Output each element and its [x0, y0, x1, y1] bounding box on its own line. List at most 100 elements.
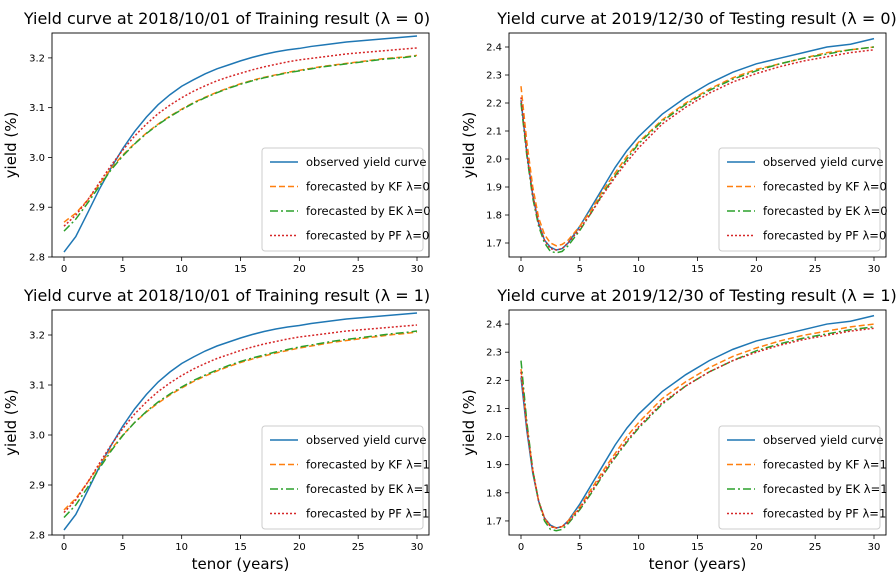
- legend-entry: forecasted by EK λ=0: [763, 204, 888, 218]
- x-tick-label: 25: [352, 264, 365, 275]
- x-tick-label: 10: [632, 264, 645, 275]
- x-tick-label: 30: [411, 264, 424, 275]
- y-tick-label: 2.9: [29, 203, 45, 214]
- y-axis-label: yield (%): [2, 389, 20, 456]
- legend-entry: forecasted by PF λ=1: [306, 507, 429, 521]
- x-tick-label: 20: [750, 264, 763, 275]
- y-tick-label: 2.2: [486, 376, 502, 387]
- legend-entry: forecasted by EK λ=1: [763, 482, 888, 496]
- y-tick-label: 2.0: [486, 432, 502, 443]
- y-tick-label: 2.1: [486, 404, 502, 415]
- series-line-3: [63, 55, 418, 232]
- y-tick-label: 3.2: [29, 53, 45, 64]
- y-tick-label: 1.8: [486, 488, 502, 499]
- y-tick-label: 2.1: [486, 127, 502, 138]
- series-line-3: [520, 46, 875, 254]
- y-axis-label: yield (%): [460, 112, 478, 179]
- series-line-4: [520, 327, 875, 529]
- legend: observed yield curve forecasted by KF λ=0…: [261, 147, 431, 252]
- y-tick-label: 2.8: [29, 531, 45, 542]
- legend-entry: forecasted by KF λ=1: [306, 458, 430, 472]
- x-tick-label: 25: [809, 264, 822, 275]
- y-tick-label: 3.0: [29, 153, 45, 164]
- legend: observed yield curve forecasted by KF λ=1…: [718, 425, 888, 530]
- x-tick-label: 20: [750, 542, 763, 553]
- x-tick-label: 5: [577, 542, 583, 553]
- x-tick-label: 10: [632, 542, 645, 553]
- legend: observed yield curve forecasted by KF λ=1…: [261, 425, 431, 530]
- x-tick-label: 0: [61, 542, 67, 553]
- chart-title: Yield curve at 2018/10/01 of Training re…: [23, 9, 430, 28]
- legend-entry: forecasted by PF λ=1: [763, 507, 886, 521]
- x-tick-label: 20: [293, 264, 306, 275]
- legend-entry: forecasted by KF λ=0: [306, 180, 430, 194]
- legend-entry: forecasted by PF λ=0: [306, 229, 429, 243]
- series-line-1: [63, 312, 418, 531]
- y-tick-label: 2.0: [486, 155, 502, 166]
- x-tick-label: 15: [234, 542, 247, 553]
- series-line-1: [63, 35, 418, 253]
- x-tick-label: 5: [120, 542, 126, 553]
- legend-box: [261, 425, 424, 530]
- x-tick-label: 0: [518, 542, 524, 553]
- y-axis-label: yield (%): [2, 112, 20, 179]
- y-tick-label: 3.1: [29, 381, 45, 392]
- legend-box: [261, 147, 424, 252]
- chart-panel-3: Yield curve at 2018/10/01 of Training re…: [2, 286, 431, 573]
- series-line-2: [520, 323, 875, 529]
- y-tick-label: 1.8: [486, 211, 502, 222]
- x-tick-label: 25: [809, 542, 822, 553]
- x-tick-label: 30: [868, 264, 881, 275]
- series-line-2: [520, 46, 875, 247]
- y-tick-label: 1.7: [486, 516, 502, 527]
- y-tick-label: 3.1: [29, 103, 45, 114]
- x-tick-label: 30: [868, 542, 881, 553]
- legend-entry: forecasted by EK λ=0: [306, 204, 431, 218]
- series-line-4: [520, 49, 875, 251]
- y-tick-label: 2.4: [486, 320, 502, 331]
- legend-entry: forecasted by KF λ=1: [763, 458, 887, 472]
- y-tick-label: 3.0: [29, 431, 45, 442]
- chart-panel-2: Yield curve at 2019/12/30 of Testing res…: [460, 9, 896, 275]
- legend-box: [718, 147, 881, 252]
- legend: observed yield curve forecasted by KF λ=0…: [718, 147, 888, 252]
- y-tick-label: 1.7: [486, 239, 502, 250]
- legend-entry: observed yield curve: [763, 433, 883, 447]
- chart-panel-1: Yield curve at 2018/10/01 of Training re…: [2, 9, 431, 275]
- chart-title: Yield curve at 2019/12/30 of Testing res…: [496, 286, 896, 305]
- y-tick-label: 2.4: [486, 43, 502, 54]
- legend-entry: forecasted by PF λ=0: [763, 229, 886, 243]
- y-tick-label: 2.9: [29, 481, 45, 492]
- x-tick-label: 5: [120, 264, 126, 275]
- x-tick-label: 20: [293, 542, 306, 553]
- y-tick-label: 2.2: [486, 99, 502, 110]
- x-tick-label: 30: [411, 542, 424, 553]
- x-tick-label: 0: [518, 264, 524, 275]
- chart-title: Yield curve at 2018/10/01 of Training re…: [23, 286, 430, 305]
- series-line-4: [63, 47, 418, 227]
- x-tick-label: 5: [577, 264, 583, 275]
- x-tick-label: 10: [175, 264, 188, 275]
- y-tick-label: 1.9: [486, 460, 502, 471]
- series-line-3: [520, 326, 875, 532]
- legend-box: [718, 425, 881, 530]
- legend-entry: observed yield curve: [306, 155, 426, 169]
- y-tick-label: 1.9: [486, 183, 502, 194]
- x-tick-label: 10: [175, 542, 188, 553]
- legend-entry: observed yield curve: [306, 433, 426, 447]
- series-line-3: [63, 330, 418, 519]
- x-axis-label: tenor (years): [649, 555, 747, 573]
- y-tick-label: 2.3: [486, 348, 502, 359]
- y-tick-label: 2.8: [29, 253, 45, 264]
- y-axis-label: yield (%): [460, 389, 478, 456]
- x-axis-label: tenor (years): [192, 555, 290, 573]
- x-tick-label: 0: [61, 264, 67, 275]
- legend-entry: forecasted by KF λ=0: [763, 180, 887, 194]
- legend-entry: observed yield curve: [763, 155, 883, 169]
- legend-entry: forecasted by EK λ=1: [306, 482, 431, 496]
- x-tick-label: 15: [691, 264, 704, 275]
- y-tick-label: 2.3: [486, 71, 502, 82]
- chart-panel-4: Yield curve at 2019/12/30 of Testing res…: [460, 286, 896, 573]
- x-tick-label: 15: [691, 542, 704, 553]
